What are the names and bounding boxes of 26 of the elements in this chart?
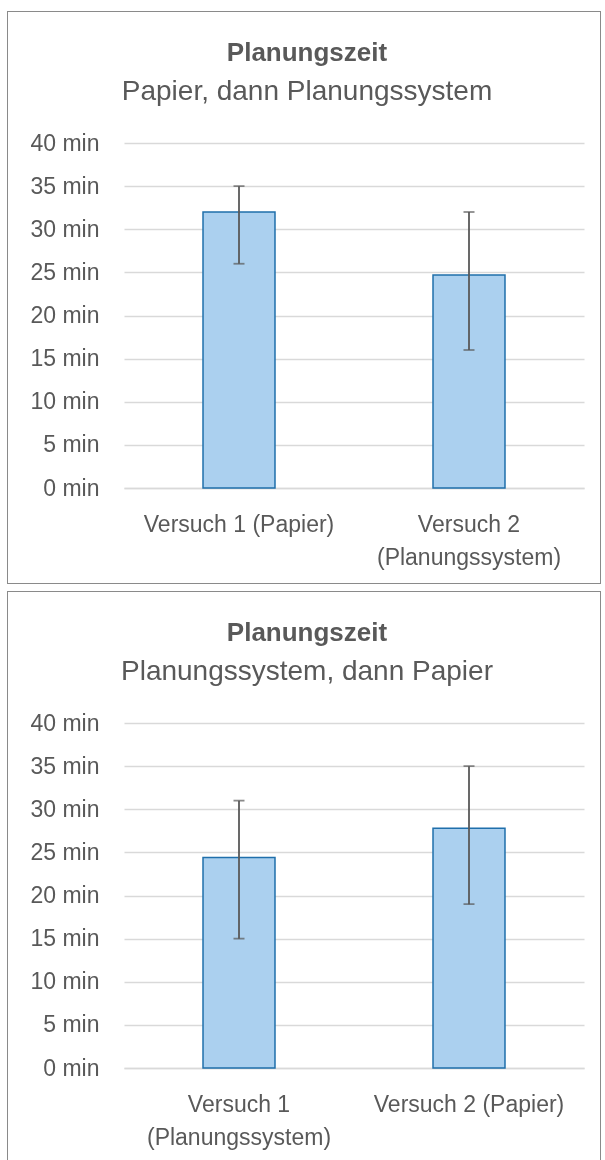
chart-title: Planungszeit	[226, 37, 388, 67]
chart-subtitle: Papier, dann Planungssystem	[121, 75, 493, 106]
y-tick-label: 5 min	[43, 1011, 100, 1038]
y-tick-label: 10 min	[30, 388, 100, 415]
y-tick-label: 0 min	[43, 474, 100, 501]
y-tick-label: 40 min	[30, 129, 100, 156]
x-tick-label: Versuch 2 (Papier)	[373, 1090, 565, 1117]
x-tick-label: Versuch 1 (Papier)	[143, 510, 335, 537]
y-tick-label: 20 min	[30, 882, 100, 908]
y-tick-label: 25 min	[30, 258, 100, 285]
y-tick-label: 15 min	[30, 345, 100, 372]
y-tick-label: 40 min	[30, 709, 100, 736]
y-tick-label: 30 min	[30, 795, 100, 822]
y-tick-label: 0 min	[43, 1054, 100, 1081]
y-tick-label: 10 min	[30, 968, 100, 995]
x-tick-label: Versuch 2 (Planungssystem)	[376, 510, 562, 570]
y-tick-label: 25 min	[30, 838, 100, 865]
y-tick-label: 30 min	[30, 215, 100, 242]
y-tick-label: 5 min	[43, 431, 100, 458]
y-tick-label: 15 min	[30, 925, 100, 952]
chart-title: Planungszeit	[226, 617, 388, 647]
x-tick-label: Versuch 1 (Planungssystem)	[146, 1090, 332, 1150]
y-tick-label: 35 min	[30, 752, 100, 779]
y-tick-label: 20 min	[30, 302, 100, 328]
y-tick-label: 35 min	[30, 172, 100, 199]
chart-subtitle: Planungssystem, dann Papier	[120, 655, 493, 686]
